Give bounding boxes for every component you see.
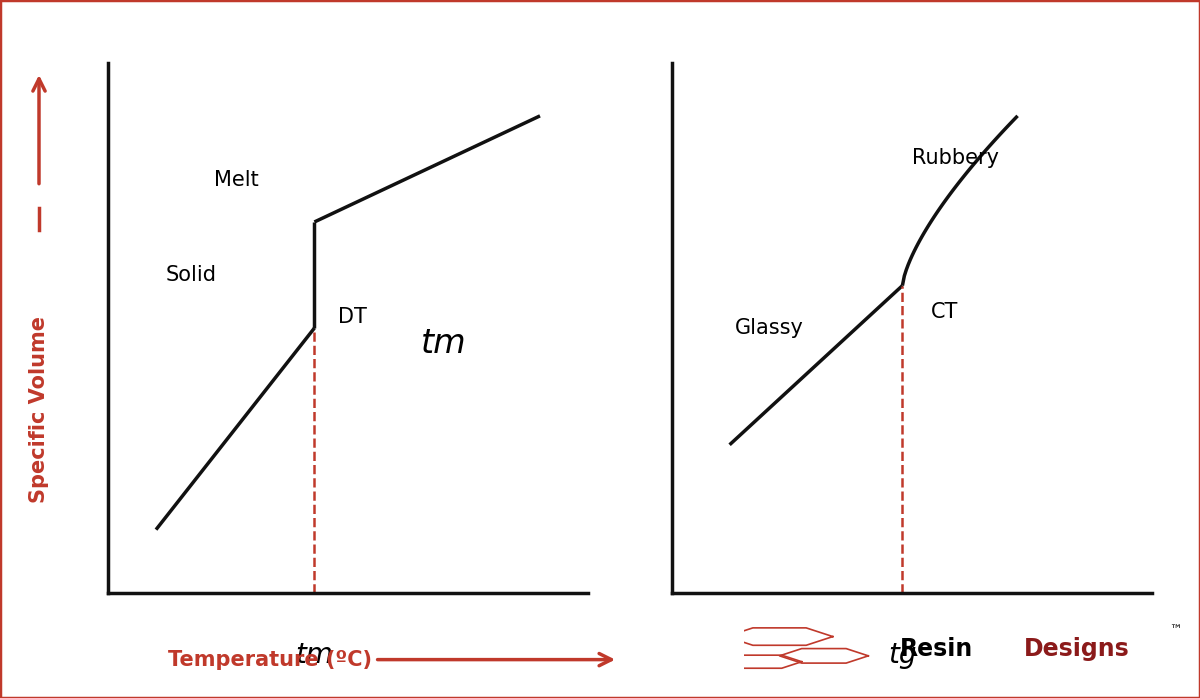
- Text: Designs: Designs: [1024, 637, 1129, 661]
- Text: Rubbery: Rubbery: [912, 148, 998, 168]
- Text: CT: CT: [931, 302, 959, 322]
- Text: Melt: Melt: [214, 170, 258, 190]
- Text: ™: ™: [1169, 624, 1181, 637]
- Text: tm: tm: [295, 641, 334, 669]
- Text: Glassy: Glassy: [734, 318, 803, 338]
- Text: Specific Volume: Specific Volume: [29, 316, 49, 503]
- Text: Resin: Resin: [900, 637, 973, 661]
- Text: Temperature (ºC): Temperature (ºC): [168, 650, 611, 669]
- Text: Solid: Solid: [166, 265, 216, 285]
- Text: tm: tm: [421, 327, 467, 360]
- Text: tg: tg: [888, 641, 917, 669]
- Text: DT: DT: [338, 307, 367, 327]
